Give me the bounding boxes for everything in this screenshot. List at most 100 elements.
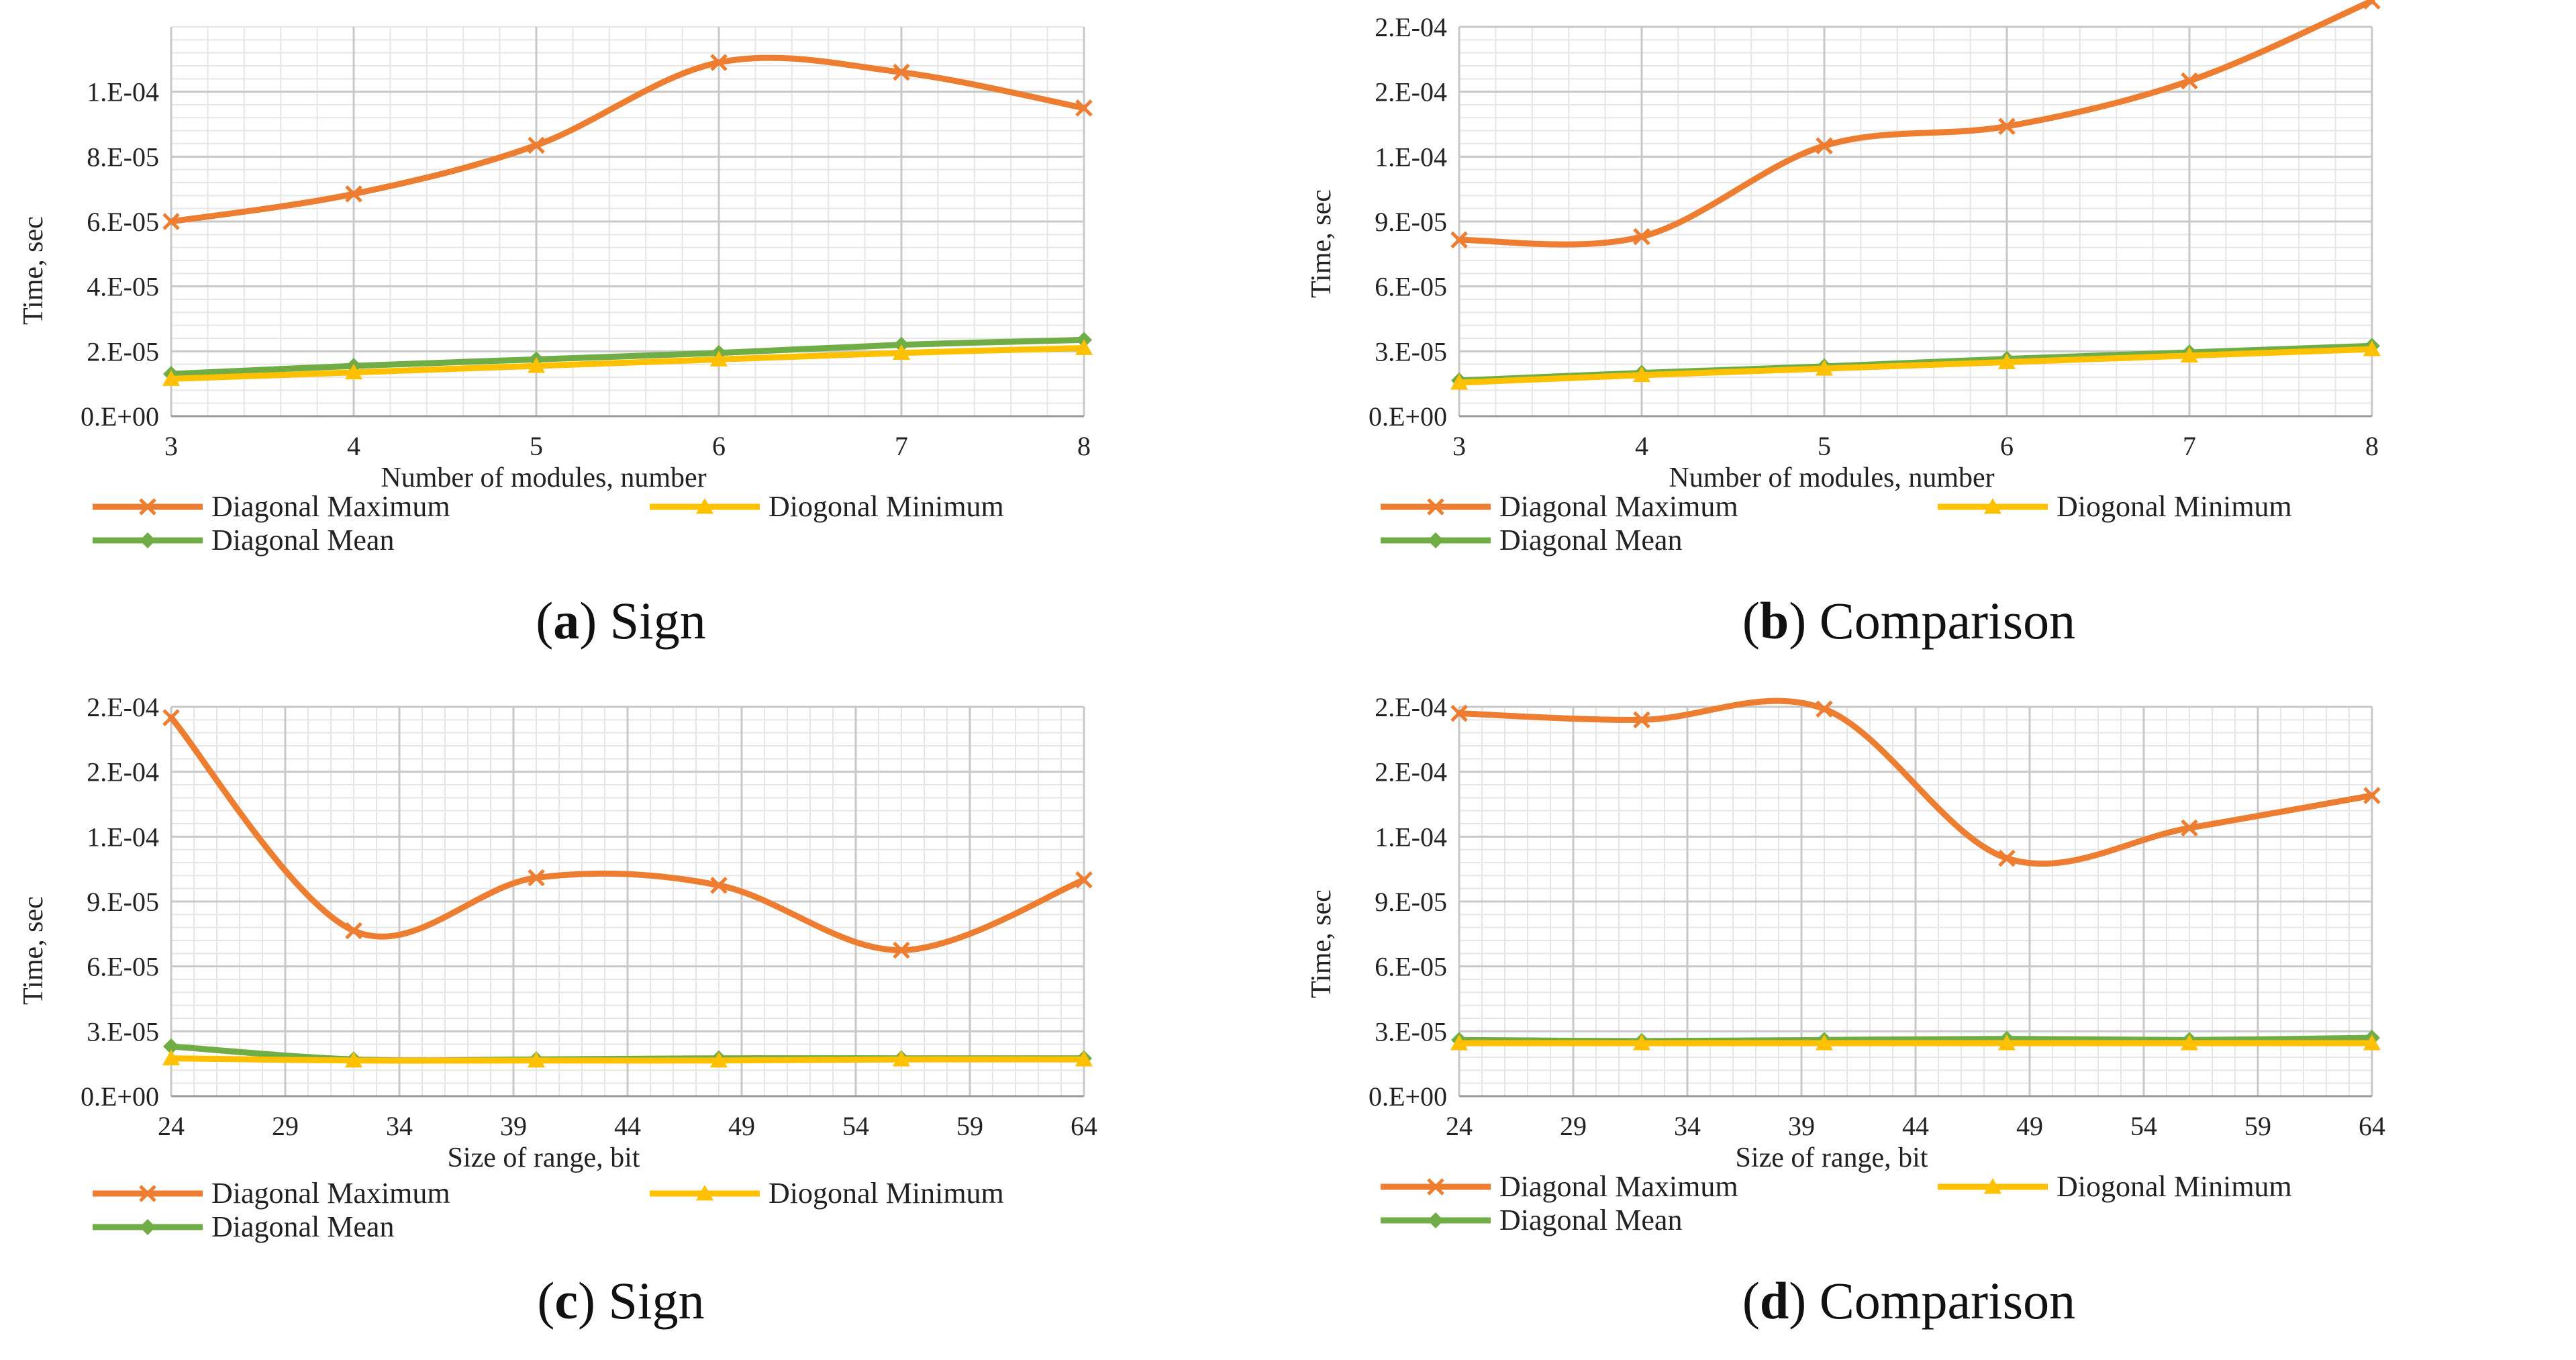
series-line-max-c xyxy=(168,714,1087,954)
x-tick-label: 6 xyxy=(2000,431,2014,461)
data-point-max-d xyxy=(1816,700,1833,718)
data-point-max-d xyxy=(2181,819,2198,837)
x-tick-label: 5 xyxy=(530,431,543,461)
data-point-min-a xyxy=(1075,339,1093,355)
legend-marker-mean xyxy=(140,532,156,548)
data-point-min-b xyxy=(1450,374,1468,390)
chart-svg-c: 0.E+00 3.E-05 6.E-05 9.E-05 1.E-04 2.E-04 2.E-… xyxy=(81,692,1097,1141)
x-tick-label: 64 xyxy=(1071,1111,1097,1141)
x-tick-label: 29 xyxy=(1560,1111,1587,1141)
y-tick-label: 2.E-05 xyxy=(87,336,159,367)
x-axis-title-a: Number of modules, number xyxy=(381,463,707,493)
series-line-mean-a xyxy=(168,336,1087,377)
data-point-min-c xyxy=(345,1051,362,1068)
y-tick-label: 2.E-04 xyxy=(1375,12,1447,42)
data-point-max-b xyxy=(1998,117,2016,135)
x-tick-label: 39 xyxy=(500,1111,527,1141)
legend-label-min-b: Diogonal Minimum xyxy=(2057,490,2292,523)
legend-marker-min xyxy=(1984,498,2001,514)
legend-swatch-mean-c xyxy=(93,1219,203,1235)
series-line-max-b xyxy=(1456,0,2375,248)
series-line-max-a xyxy=(168,54,1087,225)
legend-marker-min xyxy=(696,498,713,514)
data-point-max-c xyxy=(893,941,910,959)
data-point-min-d xyxy=(1998,1034,2016,1051)
chart-svg-d: 0.E+00 3.E-05 6.E-05 9.E-05 1.E-04 2.E-04 2.E-… xyxy=(1369,692,2385,1141)
legend-label-mean-b: Diagonal Mean xyxy=(1499,524,1683,556)
data-point-max-c xyxy=(162,709,180,726)
chart-panel-b: 0.E+00 3.E-05 6.E-05 9.E-05 1.E-04 2.E-04 2.E-… xyxy=(1288,0,2530,671)
data-point-max-b xyxy=(1450,231,1468,249)
caption-letter-a: a xyxy=(553,591,580,650)
x-tick-label: 3 xyxy=(164,431,178,461)
x-tick-label: 59 xyxy=(956,1111,983,1141)
x-tick-label: 54 xyxy=(2130,1111,2157,1141)
data-point-max-a xyxy=(345,185,362,203)
legend-label-mean-c: Diagonal Mean xyxy=(211,1210,395,1243)
caption-letter-c: c xyxy=(554,1271,579,1330)
chart-svg-b: 0.E+00 3.E-05 6.E-05 9.E-05 1.E-04 2.E-04 2.E-… xyxy=(1369,0,2381,461)
legend-label-max-d: Diagonal Maximum xyxy=(1499,1170,1738,1203)
y-tick-label: 9.E-05 xyxy=(1375,887,1447,917)
caption-a: (a) Sign xyxy=(536,591,706,650)
y-tick-label: 6.E-05 xyxy=(1375,272,1447,302)
caption-title-a: Sign xyxy=(609,591,706,650)
data-point-min-c xyxy=(710,1051,728,1068)
caption-letter-d: d xyxy=(1759,1271,1789,1330)
x-axis-title-d: Size of range, bit xyxy=(1735,1143,1928,1173)
data-point-min-c xyxy=(1075,1051,1093,1067)
legend-label-min-a: Diogonal Minimum xyxy=(769,490,1004,523)
legend-swatch-max-c xyxy=(93,1185,203,1202)
x-tick-label: 34 xyxy=(386,1111,413,1141)
x-tick-label: 34 xyxy=(1674,1111,1701,1141)
legend-label-mean-a: Diagonal Mean xyxy=(211,524,395,556)
data-point-max-b xyxy=(1816,137,1833,154)
series-line-max-d xyxy=(1456,697,2375,867)
data-point-min-c xyxy=(528,1051,545,1068)
legend-label-max-c: Diagonal Maximum xyxy=(211,1177,450,1210)
y-tick-label: 1.E-04 xyxy=(1375,822,1447,852)
y-tick-label: 0.E+00 xyxy=(1369,401,1447,432)
data-point-min-d xyxy=(1816,1034,1833,1051)
x-tick-label: 8 xyxy=(2365,431,2379,461)
caption-letter-b: b xyxy=(1759,591,1789,650)
data-point-max-b xyxy=(2363,0,2381,10)
y-axis-title-b: Time, sec xyxy=(1306,189,1337,298)
y-tick-label: 9.E-05 xyxy=(87,887,159,917)
legend-swatch-min-d xyxy=(1938,1178,2048,1194)
legend-label-min-c: Diogonal Minimum xyxy=(769,1177,1004,1210)
x-tick-label: 4 xyxy=(347,431,360,461)
data-point-max-a xyxy=(162,213,180,230)
legend-swatch-mean-b xyxy=(1381,532,1491,548)
series-line-min-a xyxy=(168,345,1087,382)
legend-label-mean-d: Diagonal Mean xyxy=(1499,1204,1683,1236)
legend-swatch-max-d xyxy=(1381,1178,1491,1196)
legend-swatch-min-a xyxy=(650,498,760,514)
caption-title-b: Comparison xyxy=(1819,591,2076,650)
data-point-min-a xyxy=(528,357,545,373)
x-tick-label: 39 xyxy=(1788,1111,1815,1141)
data-point-max-b xyxy=(1633,228,1650,246)
x-axis-title-c: Size of range, bit xyxy=(447,1143,640,1173)
legend-marker-mean xyxy=(140,1219,156,1235)
x-tick-label: 7 xyxy=(895,431,908,461)
y-axis-title-d: Time, sec xyxy=(1306,889,1337,998)
data-point-max-c xyxy=(345,922,362,940)
data-point-min-b xyxy=(1633,366,1650,383)
chart-svg-a: 0.E+00 2.E-05 4.E-05 6.E-05 8.E-05 1.E-04 3 4 5 6… xyxy=(81,26,1093,461)
y-tick-label: 3.E-05 xyxy=(1375,336,1447,367)
data-point-max-c xyxy=(710,877,728,894)
series-line-min-c xyxy=(168,1055,1087,1064)
x-tick-label: 8 xyxy=(1077,431,1091,461)
x-tick-label: 24 xyxy=(158,1111,185,1141)
data-point-max-c xyxy=(1075,871,1093,889)
y-tick-label: 3.E-05 xyxy=(1375,1016,1447,1047)
data-point-min-d xyxy=(2181,1034,2198,1051)
x-tick-label: 59 xyxy=(2244,1111,2271,1141)
chart-panel-a: 0.E+00 2.E-05 4.E-05 6.E-05 8.E-05 1.E-04 3 4 5 6… xyxy=(0,0,1242,671)
data-point-min-d xyxy=(2363,1034,2381,1051)
data-point-min-b xyxy=(1998,353,2016,369)
legend-swatch-max-b xyxy=(1381,498,1491,516)
data-point-max-c xyxy=(528,869,545,887)
y-tick-label: 3.E-05 xyxy=(87,1016,159,1047)
